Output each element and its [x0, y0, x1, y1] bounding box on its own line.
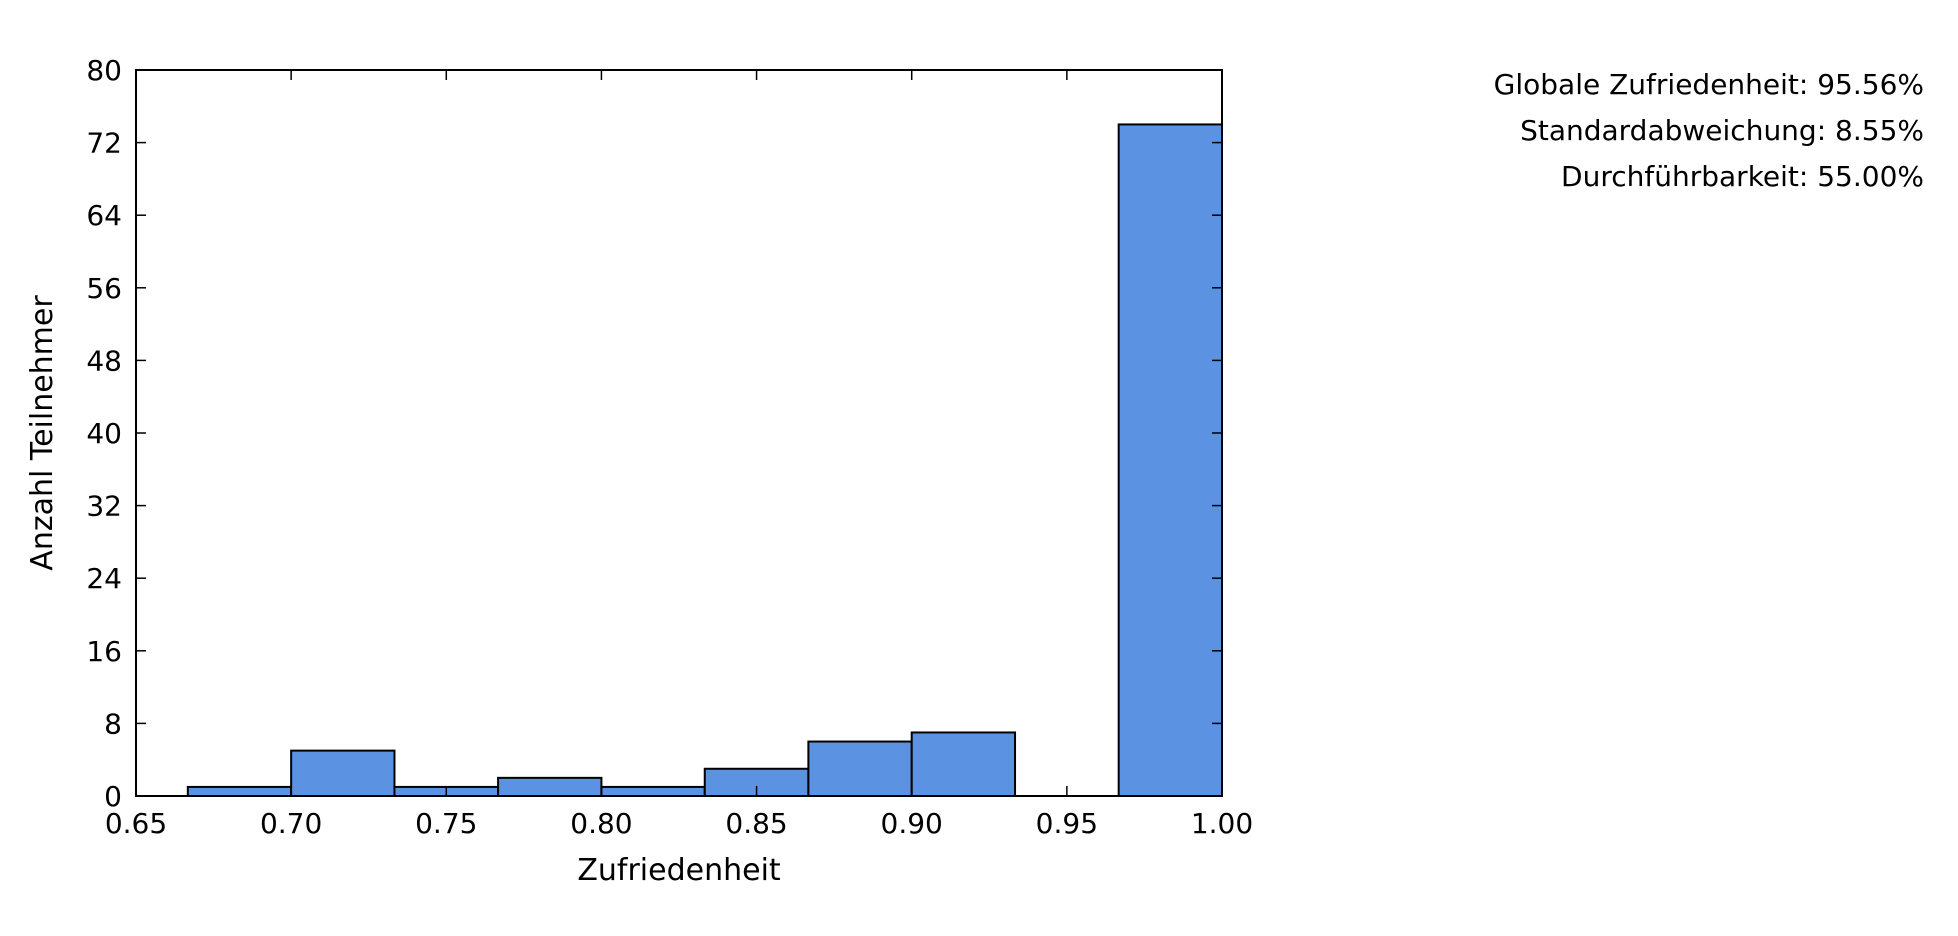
x-tick-label-3: 0.80 [570, 807, 632, 840]
y-tick-label-1: 8 [104, 707, 122, 740]
y-tick-label-3: 24 [86, 562, 122, 595]
std-dev-text: Standardabweichung: 8.55% [1520, 114, 1924, 147]
x-tick-label-7: 1.00 [1191, 807, 1253, 840]
histogram-bar-4 [600, 785, 706, 797]
histogram-bars [186, 123, 1223, 798]
histogram-bar-6 [807, 740, 913, 797]
x-tick-label-1: 0.70 [260, 807, 322, 840]
x-tick-label-4: 0.85 [725, 807, 787, 840]
x-tick-label-2: 0.75 [415, 807, 477, 840]
feasibility-text: Durchführbarkeit: 55.00% [1561, 160, 1924, 193]
y-tick-label-4: 32 [86, 490, 122, 523]
x-tick-label-5: 0.90 [881, 807, 943, 840]
y-tick-label-2: 16 [86, 635, 122, 668]
x-tick-labels: 0.65 0.70 0.75 0.80 0.85 0.90 0.95 1.00 [105, 807, 1253, 840]
global-satisfaction-text: Globale Zufriedenheit: 95.56% [1493, 68, 1924, 101]
y-tick-label-7: 56 [86, 272, 122, 305]
y-tick-labels: 0 8 16 24 32 40 48 56 64 72 80 [86, 54, 122, 813]
y-tick-label-5: 40 [86, 417, 122, 450]
histogram-bar-3 [497, 776, 603, 797]
histogram-bar-9 [1117, 123, 1223, 797]
y-tick-label-6: 48 [86, 344, 122, 377]
summary-statistics: Globale Zufriedenheit: 95.56% Standardab… [1494, 62, 1924, 200]
y-tick-label-10: 80 [86, 54, 122, 87]
axis-ticks [135, 69, 1223, 797]
histogram-bar-1 [290, 749, 396, 797]
y-axis-label: Anzahl Teilnehmer [25, 295, 60, 571]
y-tick-label-8: 64 [86, 199, 122, 232]
histogram-bar-7 [910, 731, 1017, 797]
histogram-bar-0 [186, 785, 293, 797]
x-tick-label-0: 0.65 [105, 807, 167, 840]
plot-frame [135, 69, 1223, 797]
y-tick-label-9: 72 [86, 127, 122, 160]
x-tick-label-6: 0.95 [1036, 807, 1098, 840]
y-tick-label-0: 0 [104, 780, 122, 813]
x-axis-label: Zufriedenheit [577, 853, 781, 888]
